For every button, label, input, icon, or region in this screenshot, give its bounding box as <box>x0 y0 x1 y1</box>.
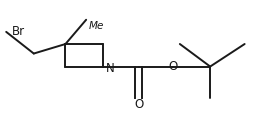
Text: Br: Br <box>12 25 25 38</box>
Text: N: N <box>106 62 115 75</box>
Text: Me: Me <box>88 21 104 31</box>
Text: O: O <box>134 98 143 111</box>
Text: O: O <box>168 60 178 73</box>
